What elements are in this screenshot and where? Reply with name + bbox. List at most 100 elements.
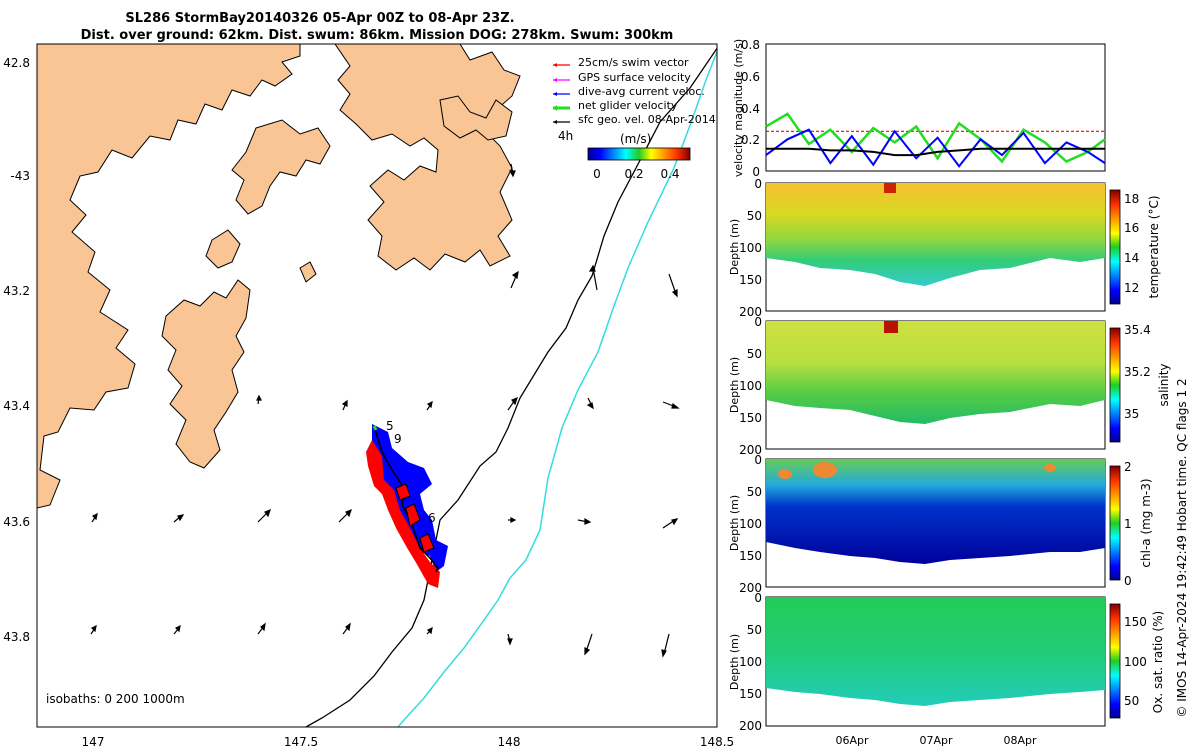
- land-mainland: [37, 44, 301, 509]
- velocity-panel: 0.8 0.6 0.4 0.2 0 velocity magnitude (m/…: [732, 38, 1106, 179]
- svg-text:GPS surface velocity: GPS surface velocity: [578, 71, 691, 84]
- land-middle: [231, 119, 331, 215]
- svg-text:0: 0: [754, 315, 762, 329]
- temperature-ylabel: Depth (m): [728, 219, 741, 275]
- velocity-yticks: 0.8 0.6 0.4 0.2 0: [741, 38, 760, 179]
- isobaths-label: isobaths: 0 200 1000m: [46, 692, 185, 706]
- svg-text:50: 50: [1124, 694, 1139, 708]
- legend-item-gps-velocity: GPS surface velocity: [553, 71, 691, 84]
- temperature-colorbar: [1109, 189, 1121, 305]
- svg-text:0: 0: [754, 177, 762, 191]
- glider-track: [366, 424, 448, 588]
- track-square-1: [395, 483, 411, 501]
- svg-text:0: 0: [1124, 574, 1132, 588]
- svg-text:43.2: 43.2: [3, 284, 30, 298]
- time-label-6: 6: [428, 511, 436, 525]
- time-label-5: 5: [386, 419, 394, 433]
- map-lat-ticks: 42.8 -43 43.2 43.4 43.6 43.8: [3, 56, 30, 644]
- svg-text:-43: -43: [10, 169, 30, 183]
- svg-text:50: 50: [747, 623, 762, 637]
- land-east-arm: [439, 95, 513, 141]
- svg-text:0.2: 0.2: [624, 167, 643, 181]
- track-square-3: [419, 533, 435, 553]
- arrow-hours-label: 4h: [558, 129, 573, 143]
- salinity-colorbar: [1109, 327, 1121, 443]
- svg-text:dive-avg current veloc.: dive-avg current veloc.: [578, 85, 705, 98]
- svg-text:150: 150: [739, 411, 762, 425]
- oxygen-field: [766, 597, 1105, 706]
- temperature-yticks: 0 50 100 150 200: [739, 177, 762, 319]
- chl-clabel: chl-a (mg m-3): [1139, 478, 1153, 567]
- svg-text:50: 50: [747, 347, 762, 361]
- svg-text:07Apr: 07Apr: [919, 734, 953, 747]
- track-square-2: [405, 503, 421, 527]
- svg-text:net glider velocity: net glider velocity: [578, 99, 678, 112]
- temperature-panel: 0 50 100 150 200 Depth (m) 18 16 14 12 t…: [728, 177, 1161, 319]
- map-lon-ticks: 147 147.5 148 148.5: [82, 735, 735, 749]
- svg-text:100: 100: [739, 655, 762, 669]
- dive-avg-current-patches: [372, 424, 448, 572]
- svg-text:14: 14: [1124, 251, 1139, 265]
- svg-text:147.5: 147.5: [284, 735, 318, 749]
- map-panel: 5 9 6 147 147.5 148 148.5 42.8 -43 43.2 …: [3, 43, 735, 749]
- oxygen-cticks: 150 100 50: [1124, 615, 1147, 708]
- map-colorbar: [587, 147, 691, 161]
- salinity-ylabel: Depth (m): [728, 357, 741, 413]
- land-island-small: [205, 229, 241, 269]
- legend-item-net-glider-velocity: net glider velocity: [553, 99, 678, 112]
- chl-cticks: 2 1 0: [1124, 460, 1132, 588]
- svg-text:08Apr: 08Apr: [1003, 734, 1037, 747]
- svg-text:16: 16: [1124, 221, 1139, 235]
- svg-text:150: 150: [1124, 615, 1147, 629]
- isobath-200m: [305, 47, 717, 727]
- svg-text:43.4: 43.4: [3, 399, 30, 413]
- svg-text:0.8: 0.8: [741, 38, 760, 52]
- velocity-series-surface-geostrophic: [766, 147, 1105, 157]
- svg-text:12: 12: [1124, 281, 1139, 295]
- temperature-cticks: 18 16 14 12: [1124, 192, 1139, 295]
- oxygen-panel: 0 50 100 150 200 Depth (m) 150 100 50 Ox…: [728, 591, 1165, 747]
- chl-ylabel: Depth (m): [728, 495, 741, 551]
- velocity-series: [765, 112, 1106, 168]
- svg-text:148.5: 148.5: [700, 735, 734, 749]
- svg-text:1: 1: [1124, 517, 1132, 531]
- isobath-1000m: [397, 49, 717, 727]
- salinity-yticks: 0 50 100 150 200: [739, 315, 762, 457]
- land-island-tiny: [299, 261, 317, 283]
- svg-text:43.8: 43.8: [3, 630, 30, 644]
- salinity-cticks: 35.4 35.2 35: [1124, 323, 1151, 421]
- svg-text:150: 150: [739, 549, 762, 563]
- map-frame: [36, 43, 718, 728]
- oxygen-yticks: 0 50 100 150 200: [739, 591, 762, 733]
- svg-text:200: 200: [739, 443, 762, 457]
- svg-text:50: 50: [747, 485, 762, 499]
- svg-text:43.6: 43.6: [3, 515, 30, 529]
- oxygen-clabel: Ox. sat. ratio (%): [1151, 611, 1165, 713]
- svg-text:35: 35: [1124, 407, 1139, 421]
- legend-item-sfc-geo-vel: sfc geo. vel. 08-Apr-2014: [553, 113, 716, 126]
- svg-text:0.4: 0.4: [660, 167, 679, 181]
- imos-credit: © IMOS 14-Apr-2024 19:42:49 Hobart time.…: [1175, 378, 1189, 717]
- swim-vector-patches: [366, 440, 440, 588]
- title-line-1: SL286 StormBay20140326 05-Apr 00Z to 08-…: [125, 11, 514, 26]
- salinity-hotspot: [884, 321, 898, 333]
- svg-text:200: 200: [739, 719, 762, 733]
- svg-text:0.2: 0.2: [741, 133, 760, 147]
- svg-text:35.2: 35.2: [1124, 365, 1151, 379]
- svg-text:0: 0: [754, 591, 762, 605]
- svg-text:150: 150: [739, 273, 762, 287]
- chl-panel: 0 50 100 150 200 Depth (m) 2 1 0 chl-a (…: [728, 453, 1153, 595]
- svg-text:148: 148: [498, 735, 521, 749]
- salinity-clabel: salinity: [1157, 363, 1171, 406]
- oxygen-colorbar: [1109, 603, 1121, 719]
- svg-text:2: 2: [1124, 460, 1132, 474]
- date-xticks: 06Apr 07Apr 08Apr: [835, 734, 1037, 747]
- svg-text:0.4: 0.4: [741, 102, 760, 116]
- chl-yticks: 0 50 100 150 200: [739, 453, 762, 595]
- svg-text:25cm/s swim vector: 25cm/s swim vector: [578, 56, 689, 69]
- temperature-hotspot: [884, 183, 896, 193]
- svg-text:0.6: 0.6: [741, 70, 760, 84]
- svg-text:200: 200: [739, 305, 762, 319]
- chl-colorbar: [1109, 465, 1121, 581]
